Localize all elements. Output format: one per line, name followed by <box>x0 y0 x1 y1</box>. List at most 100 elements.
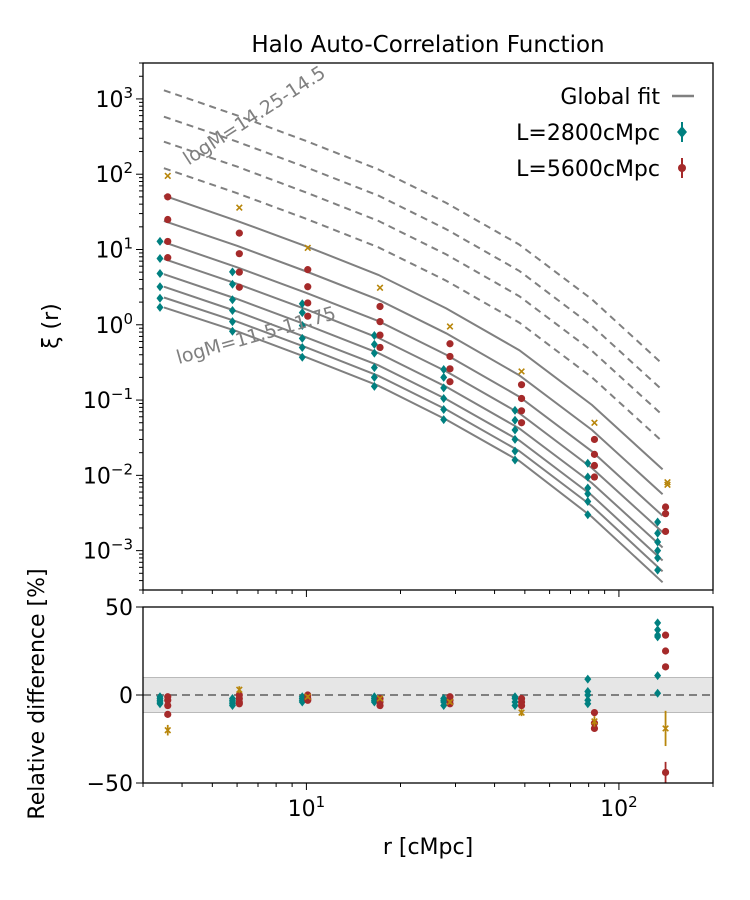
point-circle-0-3 <box>164 193 172 201</box>
point-diamond-6-0 <box>584 510 592 520</box>
point-x-3-0 <box>376 284 384 292</box>
bottom-y-tick-label-1: 0 <box>119 684 133 709</box>
residual-diamond-4-3 <box>440 701 448 711</box>
point-diamond-5-5 <box>511 405 519 415</box>
residual-diamond-5-3 <box>511 701 519 711</box>
point-diamond-0-4 <box>156 253 164 263</box>
residual-circle-7-1 <box>661 647 670 655</box>
fit-line-solid-5 <box>163 241 664 517</box>
point-circle-2-2 <box>304 283 312 291</box>
residual-circle-0-3 <box>164 710 172 718</box>
point-circle-4-1 <box>446 365 454 373</box>
point-circle-1-3 <box>235 229 243 237</box>
residual-circle-6-2 <box>590 724 599 733</box>
point-circle-7-0 <box>661 527 670 536</box>
point-x-4-0 <box>446 323 454 330</box>
annotations: logM=14.25-14.5 logM=11.5-11.75 <box>174 62 339 369</box>
point-diamond-0-2 <box>156 282 164 292</box>
point-diamond-7-5 <box>654 517 662 527</box>
point-x-6-0 <box>591 419 598 427</box>
point-diamond-3-1 <box>370 372 378 382</box>
bottom-y-axis-label: Relative difference [%] <box>25 568 50 819</box>
point-diamond-4-4 <box>440 372 448 382</box>
y-tick-label-4: 10−1 <box>83 385 133 414</box>
fit-line-solid-6 <box>163 219 664 496</box>
point-circle-6-0 <box>590 473 599 481</box>
point-diamond-7-4 <box>654 528 662 538</box>
point-diamond-1-1 <box>228 317 236 327</box>
fit-line-dashed-2 <box>163 115 664 392</box>
point-circle-0-1 <box>164 237 172 246</box>
legend-label-l2800: L=2800cMpc <box>516 121 660 146</box>
fit-line-solid-1 <box>163 296 664 573</box>
point-circle-5-0 <box>517 419 526 427</box>
point-diamond-7-0 <box>654 565 662 575</box>
point-circle-5-2 <box>517 394 526 403</box>
point-circle-5-3 <box>517 381 526 389</box>
point-circle-3-1 <box>376 331 384 339</box>
point-diamond-0-3 <box>156 268 164 278</box>
point-diamond-1-0 <box>228 326 236 336</box>
residual-x-6-0 <box>591 718 598 725</box>
fit-line-dashed-3 <box>163 89 664 365</box>
data-points <box>156 172 671 575</box>
residual-diamond-2-3 <box>298 697 306 707</box>
residual-diamond-1-4 <box>228 701 236 711</box>
chart-title: Halo Auto-Correlation Function <box>251 32 604 58</box>
point-circle-0-2 <box>164 215 172 224</box>
residual-diamond-7-3 <box>654 630 662 640</box>
residual-x-7-0 <box>662 725 669 732</box>
point-circle-6-3 <box>590 435 599 444</box>
residual-circle-7-0 <box>661 631 670 639</box>
point-circle-6-1 <box>590 461 599 470</box>
point-diamond-4-0 <box>440 415 448 425</box>
x-tick-label-1: 102 <box>600 793 638 822</box>
fit-line-solid-7 <box>163 194 664 471</box>
residual-points <box>156 618 670 783</box>
point-diamond-5-3 <box>511 425 519 435</box>
residual-circle-3-2 <box>376 701 384 710</box>
point-circle-7-2 <box>661 503 670 511</box>
top-plot-frame <box>142 62 714 591</box>
point-diamond-0-1 <box>156 293 164 303</box>
fit-line-solid-3 <box>163 273 664 549</box>
point-diamond-1-2 <box>228 305 236 315</box>
fit-lines <box>163 89 664 584</box>
residual-circle-1-3 <box>235 700 243 708</box>
residual-diamond-6-0 <box>584 674 592 684</box>
legend-label-l5600: L=5600cMpc <box>516 157 660 182</box>
fit-line-dashed-1 <box>163 140 664 416</box>
point-circle-7-1 <box>661 510 670 518</box>
bottom-y-tick-label-0: 50 <box>105 596 133 621</box>
point-circle-3-3 <box>376 302 384 311</box>
annotation-0: logM=14.25-14.5 <box>179 62 329 170</box>
point-diamond-3-2 <box>370 363 378 373</box>
residual-diamond-7-4 <box>654 671 662 681</box>
fit-line-dashed-0 <box>163 167 664 443</box>
point-circle-1-2 <box>235 250 243 258</box>
residual-diamond-7-0 <box>654 618 662 628</box>
bottom-plot-area: 50 0 −50 101 102 <box>87 596 714 822</box>
point-diamond-6-2 <box>584 489 592 499</box>
point-x-7-0 <box>664 481 671 489</box>
residual-x-5-0 <box>518 709 525 716</box>
top-y-axis-label: ξ (r) <box>39 303 64 348</box>
residual-circle-0-2 <box>164 701 172 710</box>
residual-diamond-6-2 <box>584 690 592 700</box>
top-axes: 103 102 101 100 10−1 10−2 10−3 <box>83 62 714 597</box>
point-diamond-6-5 <box>584 458 592 468</box>
point-circle-4-0 <box>446 378 454 386</box>
residual-diamond-0-4 <box>156 699 164 709</box>
y-tick-label-5: 10−2 <box>83 460 133 489</box>
point-circle-1-1 <box>235 268 243 276</box>
point-diamond-5-2 <box>511 434 519 444</box>
point-x-7-1 <box>664 478 671 486</box>
point-diamond-2-1 <box>298 342 306 352</box>
legend-label-global-fit: Global fit <box>560 85 660 110</box>
point-diamond-1-5 <box>228 267 236 277</box>
residual-x-0-0 <box>164 726 172 734</box>
residual-x-2-0 <box>304 693 312 701</box>
residual-circle-6-0 <box>590 709 599 717</box>
point-diamond-7-3 <box>654 537 662 547</box>
legend-marker-l2800 <box>677 126 687 138</box>
